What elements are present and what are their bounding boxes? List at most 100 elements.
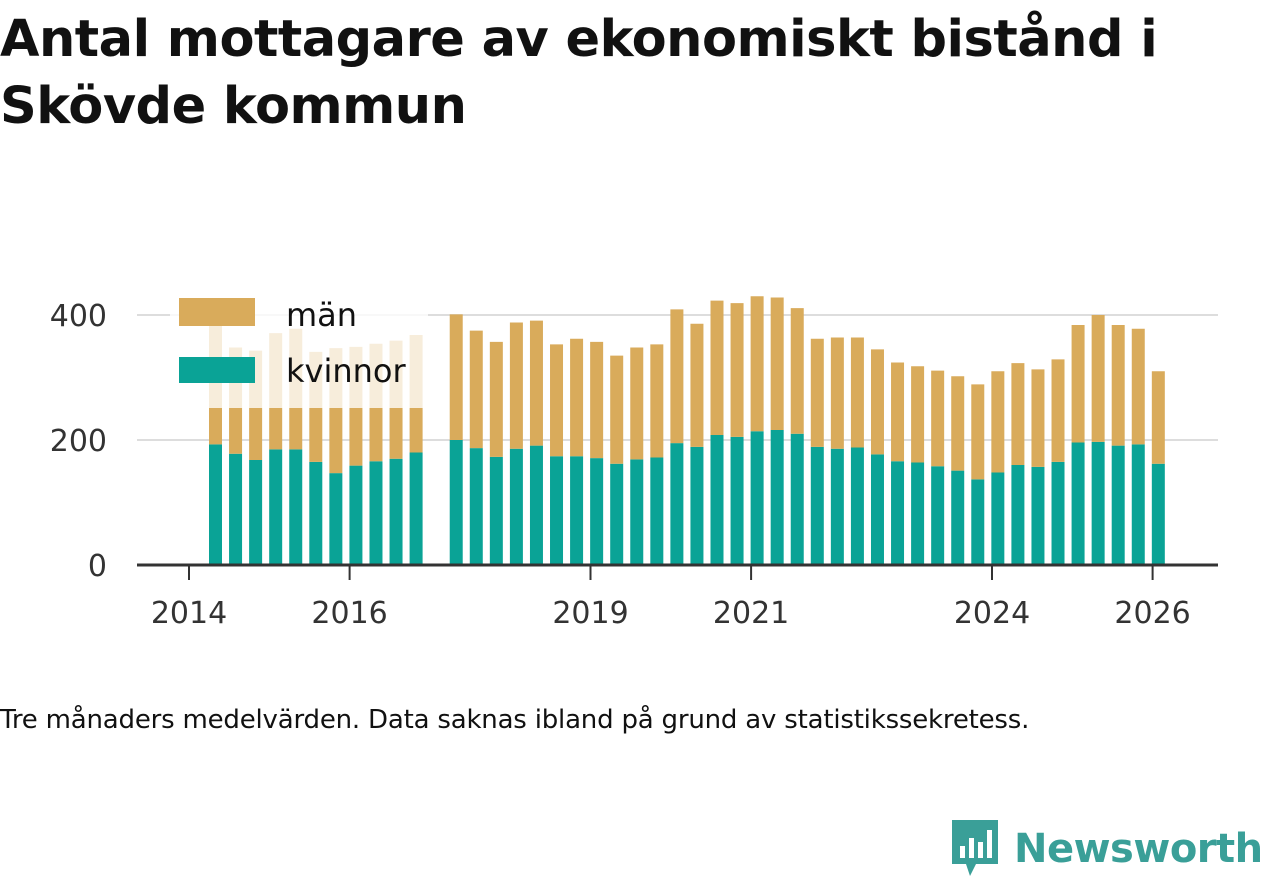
bar-man [670,309,684,444]
bar-kvinnor [209,444,222,565]
bar-man [489,341,503,457]
chart-title: Antal mottagare av ekonomiskt bistånd i … [0,10,1158,136]
bar-kvinnor [870,454,884,565]
bar-kvinnor [529,445,543,565]
bar-kvinnor [509,448,523,565]
bar-kvinnor [710,435,724,565]
bar-man [750,296,764,432]
bar-man [1091,315,1105,442]
bar-man [1071,325,1085,443]
bar-kvinnor [830,448,844,565]
bar-man [911,366,925,463]
bar-man [1131,328,1145,445]
bar-man [529,320,543,446]
x-tick-label: 2016 [311,596,387,631]
bar-man [570,338,584,457]
bar-kvinnor [1031,466,1045,565]
bar-kvinnor [389,458,403,565]
bar-man [870,349,884,455]
bar-kvinnor [1051,461,1065,565]
bar-kvinnor [1091,441,1105,565]
bar-kvinnor [269,449,283,565]
bar-kvinnor [449,440,463,565]
bar-man [630,347,644,460]
bar-man [509,322,523,449]
bars [209,296,1165,565]
x-tick-label: 2024 [954,596,1030,631]
bar-kvinnor [770,430,784,565]
bar-kvinnor [951,470,965,565]
bar-man [951,376,965,471]
bar-kvinnor [409,452,423,565]
bar-kvinnor [570,456,584,565]
bar-kvinnor [911,462,925,565]
bar-man [931,370,945,467]
bar-kvinnor [1111,445,1125,565]
bar-kvinnor [730,436,744,565]
legend-label-man: män [286,296,357,334]
bar-man [690,323,704,447]
legend-swatch-man [179,298,255,326]
bar-kvinnor [750,431,764,565]
bar-man [1011,363,1025,465]
bar-kvinnor [670,443,684,565]
bar-kvinnor [1011,465,1025,565]
bar-kvinnor [971,479,985,565]
bar-man [1051,359,1065,462]
brand-logo: Newsworthy [950,818,1262,880]
y-tick-label: 200 [50,424,107,459]
bar-man [891,362,905,462]
bar-kvinnor [891,461,905,565]
bar-kvinnor [329,473,343,565]
legend-swatch-kvinnor [179,357,255,383]
bar-kvinnor [349,465,363,565]
bar-man [610,355,624,464]
bar-man [550,344,564,457]
bar-kvinnor [550,456,564,565]
x-tick-label: 2014 [151,596,227,631]
legend-label-kvinnor: kvinnor [286,352,407,390]
bar-man [770,297,784,430]
bar-man [971,384,985,480]
chart-caption: Tre månaders medelvärden. Data saknas ib… [0,705,1030,735]
bar-kvinnor [991,472,1005,565]
bar-kvinnor [489,456,503,565]
bar-kvinnor [229,453,243,565]
chart: män kvinnor 0 200 400 2014 2016 2019 2021 2024… [49,288,1218,631]
bar-kvinnor [1131,444,1145,565]
bar-man [650,344,664,458]
y-axis-ticks: 0 200 400 [50,299,107,584]
bar-man [1031,369,1045,467]
bar-kvinnor [1151,463,1165,565]
bar-man [449,314,463,440]
y-tick-label: 400 [50,299,107,334]
bar-kvinnor [369,461,383,565]
legend: män kvinnor [170,288,428,408]
bar-man [991,371,1005,473]
bar-kvinnor [590,458,604,565]
bar-chart-speech-bubble-icon [952,820,998,876]
bar-kvinnor [289,449,303,565]
x-axis-ticks: 2014 2016 2019 2021 2024 2026 [151,565,1191,631]
bar-man [830,337,844,449]
bar-kvinnor [690,446,704,565]
bar-kvinnor [249,460,263,565]
bar-kvinnor [931,466,945,565]
bar-kvinnor [469,448,483,565]
bar-man [1151,371,1165,464]
bar-kvinnor [790,433,804,565]
bar-man [469,330,483,449]
bar-man [1111,325,1125,446]
x-tick-label: 2021 [713,596,789,631]
bar-man [850,337,864,448]
bar-man [710,300,724,435]
bar-kvinnor [810,446,824,565]
x-tick-label: 2026 [1114,596,1190,631]
bar-man [810,338,824,447]
bar-kvinnor [309,461,323,565]
bar-man [590,341,604,459]
bar-kvinnor [630,459,644,565]
y-tick-label: 0 [88,549,107,584]
brand-name: Newsworthy [1014,826,1262,872]
bar-man [790,308,804,434]
